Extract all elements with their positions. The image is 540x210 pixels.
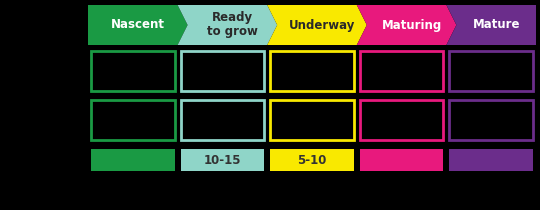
Bar bbox=[91, 149, 174, 171]
Text: Mature: Mature bbox=[472, 18, 520, 32]
Bar bbox=[270, 51, 354, 91]
Text: Maturing: Maturing bbox=[381, 18, 442, 32]
Bar bbox=[360, 51, 443, 91]
Bar bbox=[449, 100, 533, 140]
Bar bbox=[91, 51, 174, 91]
Text: 5-10: 5-10 bbox=[298, 154, 327, 167]
Polygon shape bbox=[267, 5, 367, 45]
Bar bbox=[180, 149, 264, 171]
Text: 10-15: 10-15 bbox=[204, 154, 241, 167]
Bar bbox=[91, 100, 174, 140]
Polygon shape bbox=[178, 5, 277, 45]
Bar bbox=[270, 100, 354, 140]
Bar bbox=[180, 51, 264, 91]
Bar bbox=[449, 149, 533, 171]
Bar bbox=[449, 51, 533, 91]
Text: Underway: Underway bbox=[289, 18, 355, 32]
Text: Ready
to grow: Ready to grow bbox=[207, 12, 258, 38]
Bar bbox=[270, 149, 354, 171]
Polygon shape bbox=[88, 5, 187, 45]
Bar bbox=[360, 100, 443, 140]
Polygon shape bbox=[357, 5, 456, 45]
Text: Nascent: Nascent bbox=[111, 18, 165, 32]
Polygon shape bbox=[447, 5, 536, 45]
Bar bbox=[180, 100, 264, 140]
Bar bbox=[360, 149, 443, 171]
